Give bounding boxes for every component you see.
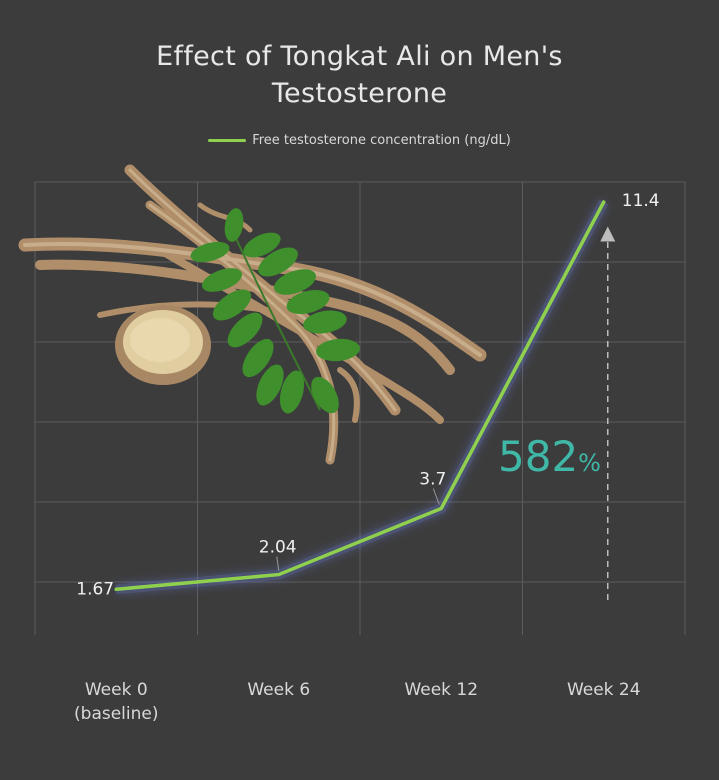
series-layer: 1.67 2.04 3.7 11.4 [76,191,660,600]
increase-value: 582 [498,432,579,481]
data-label: 3.7 [419,469,446,489]
chart-title-line-1: Effect of Tongkat Ali on Men's [156,41,563,72]
x-tick-label: Week 12 [371,678,511,702]
x-tick-label-line: Week 0 [84,680,148,700]
powder-bowl [115,305,211,385]
x-tick-label: Week 0 (baseline) [46,678,186,726]
tongkat-ali-root-illustration [18,164,487,465]
legend-label: Free testosterone concentration (ng/dL) [252,133,511,148]
increase-unit: % [578,449,601,477]
x-tick-label: Week 6 [209,678,349,702]
label-leader [276,556,280,571]
increase-annotation: 582% [498,432,601,488]
data-label: 11.4 [622,191,660,211]
x-tick-label: Week 24 [534,678,674,702]
chart-title: Effect of Tongkat Ali on Men's Testoster… [0,38,719,112]
label-leader [432,488,440,505]
chart-legend: Free testosterone concentration (ng/dL) [0,133,719,148]
data-label: 2.04 [259,538,297,558]
x-tick-label-line: Week 6 [247,680,311,700]
x-tick-label-line: Week 12 [404,680,479,700]
chart-title-line-2: Testosterone [271,78,448,109]
x-tick-label-line: Week 24 [566,680,641,700]
x-tick-label-line: (baseline) [74,704,159,724]
series-line [114,200,606,592]
legend-line-swatch [208,139,247,142]
data-label: 1.67 [76,579,114,599]
